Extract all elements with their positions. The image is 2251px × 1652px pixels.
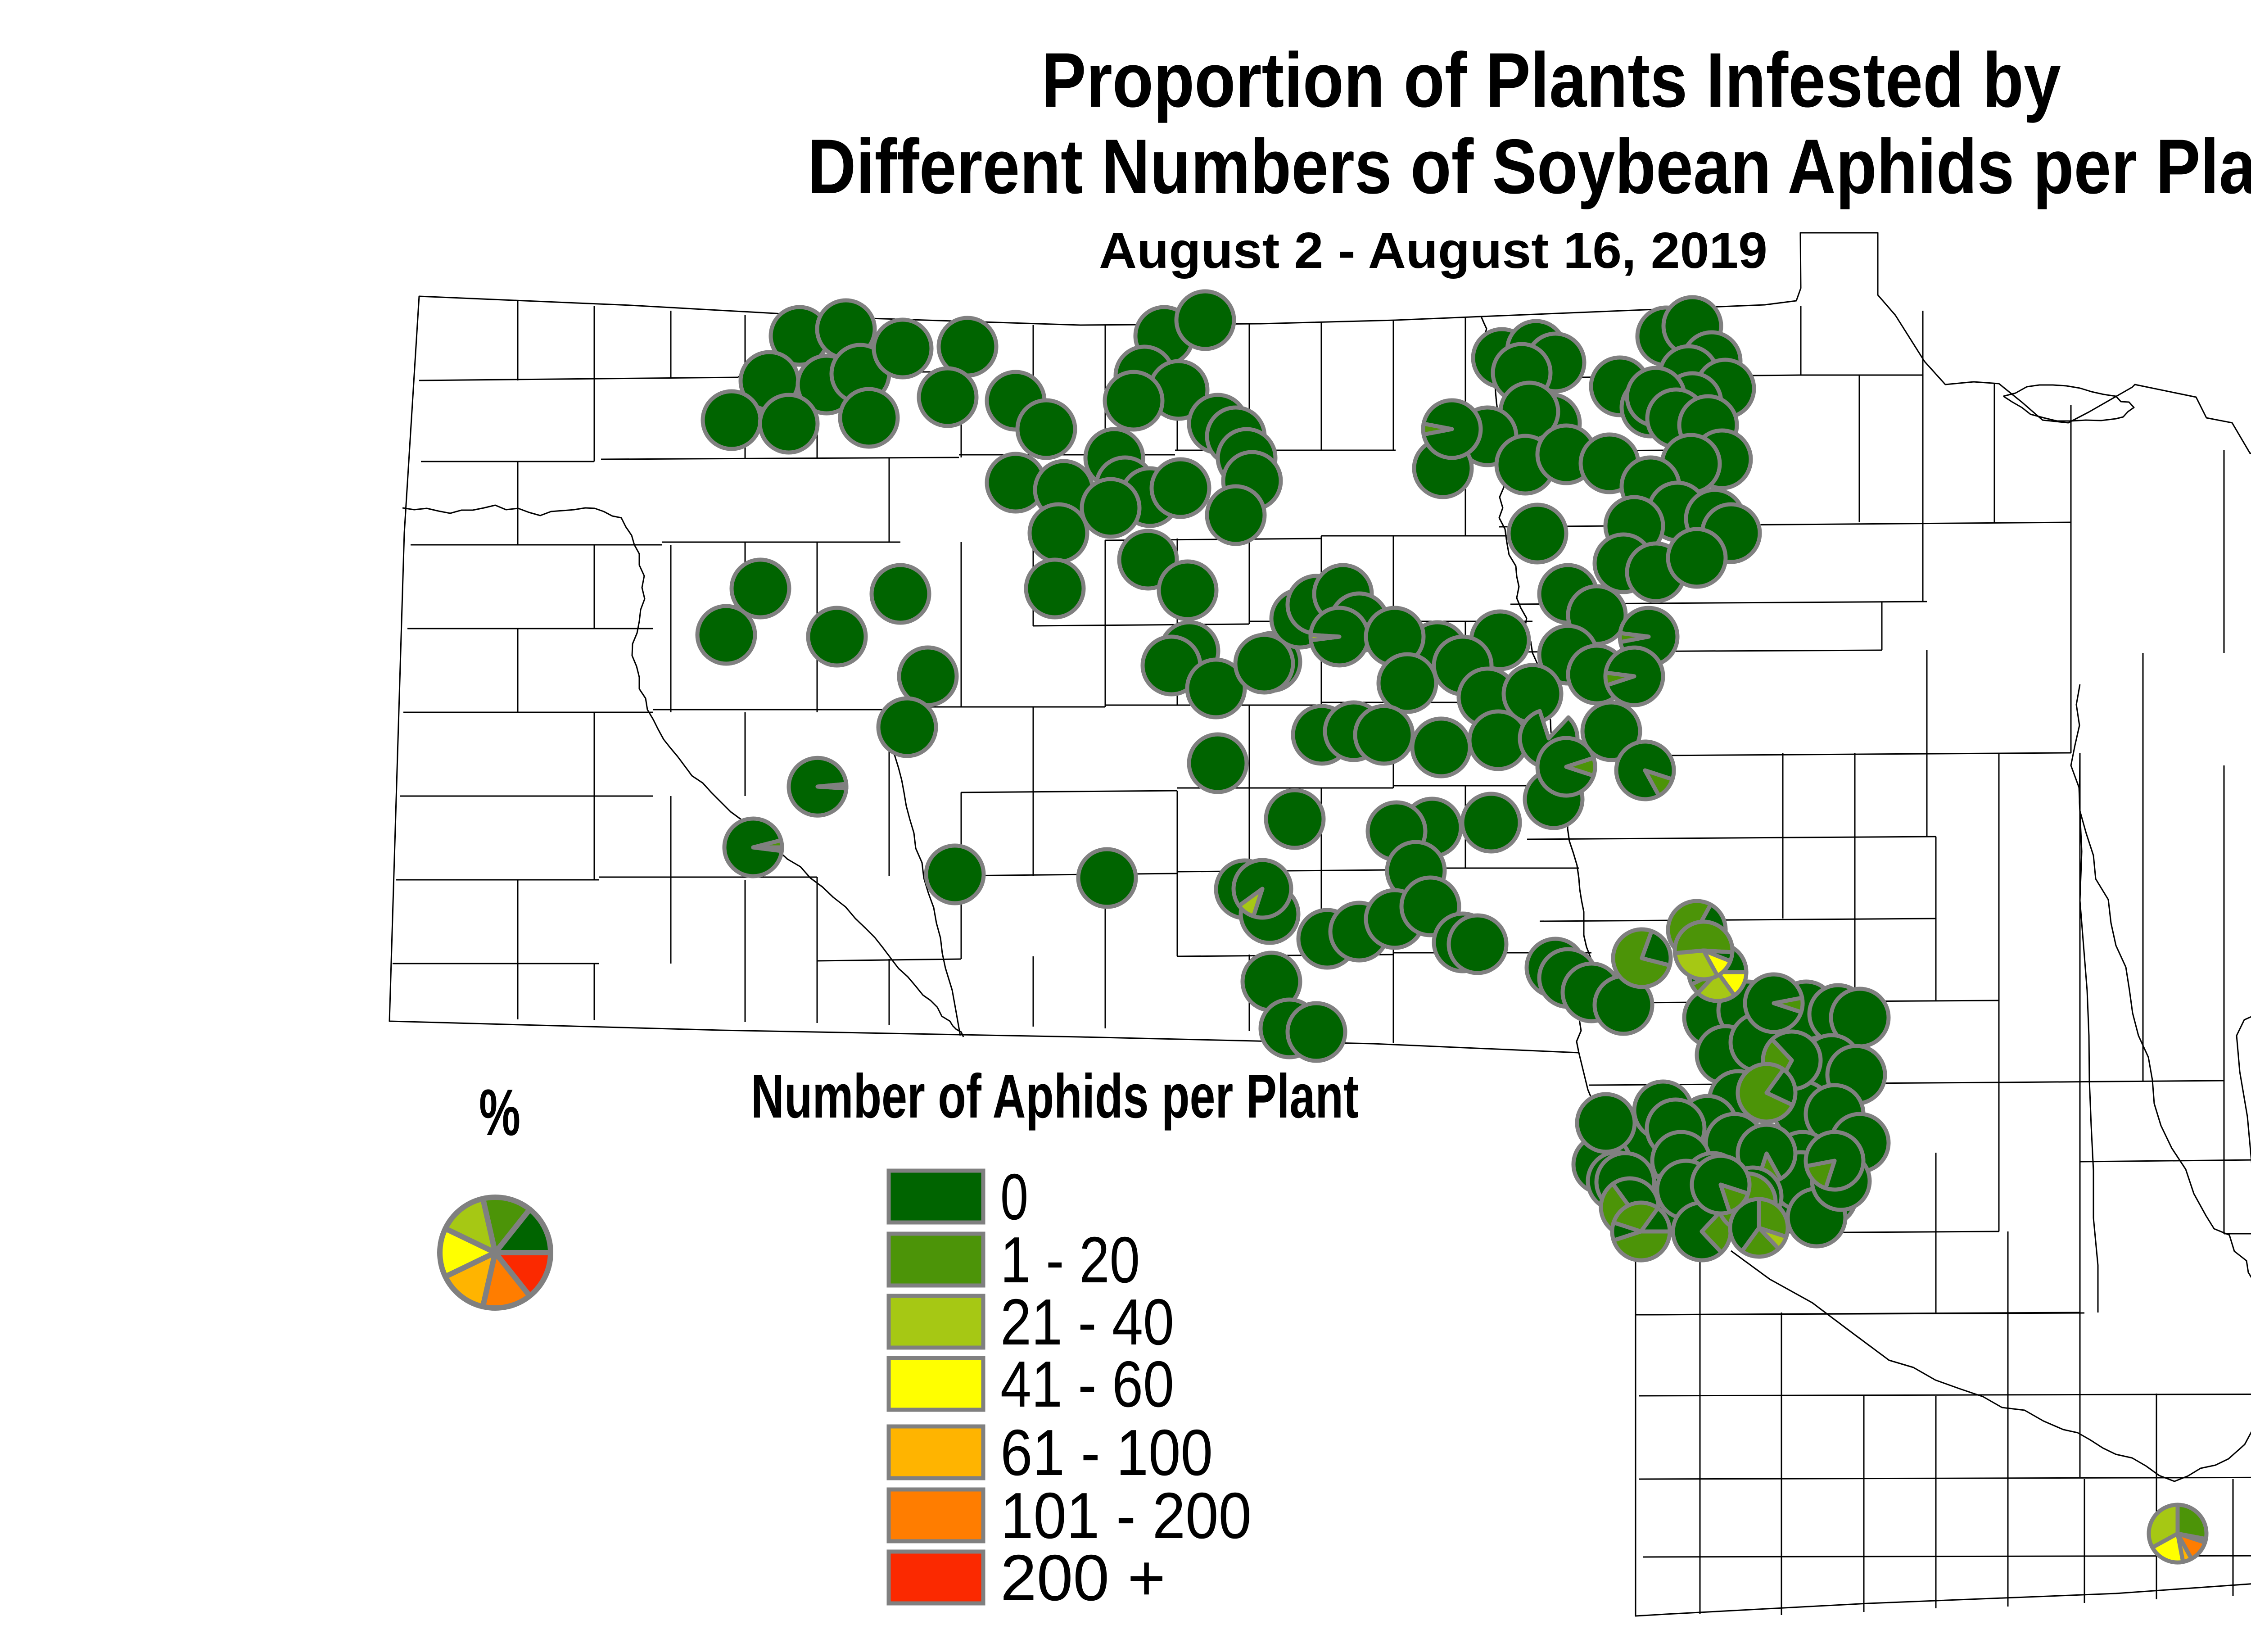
- svg-text:200 +: 200 +: [1000, 1541, 1166, 1614]
- svg-text:August 2 - August 16, 2019: August 2 - August 16, 2019: [1099, 222, 1767, 279]
- svg-text:1 - 20: 1 - 20: [1000, 1223, 1140, 1296]
- svg-text:61 - 100: 61 - 100: [1000, 1416, 1213, 1489]
- svg-text:101 - 200: 101 - 200: [1000, 1479, 1252, 1552]
- svg-text:Number of Aphids per Plant: Number of Aphids per Plant: [751, 1062, 1359, 1131]
- svg-text:41 - 60: 41 - 60: [1000, 1348, 1174, 1421]
- svg-text:%: %: [479, 1076, 520, 1149]
- svg-text:0: 0: [1000, 1160, 1028, 1233]
- svg-text:Proportion of Plants Infested: Proportion of Plants Infested by: [1041, 37, 2061, 123]
- svg-text:Different Numbers of Soybean A: Different Numbers of Soybean Aphids per …: [808, 123, 2251, 210]
- svg-text:21 - 40: 21 - 40: [1000, 1285, 1174, 1358]
